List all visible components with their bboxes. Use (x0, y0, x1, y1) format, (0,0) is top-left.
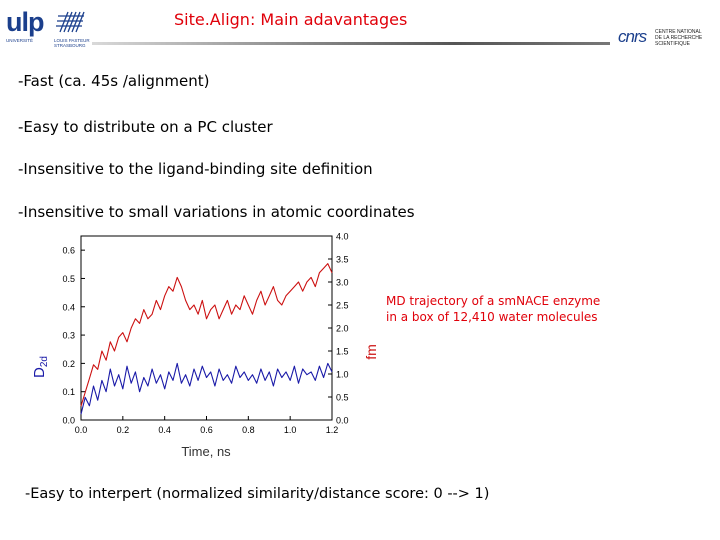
y-tick-label-right-2: 1.0 (336, 370, 349, 380)
x-axis-label: Time, ns (181, 444, 231, 459)
ulp-logo: ulp UNIVERSITÉ LOUIS PASTEUR STRASBOURG (6, 8, 90, 48)
y-tick-label-right-6: 3.0 (336, 278, 349, 288)
bullet-coordinates: -Insensitive to small variations in atom… (18, 203, 415, 221)
cnrs-line1: CENTRE NATIONAL (655, 29, 702, 35)
y-tick-label-right-0: 0.0 (336, 416, 349, 426)
header-divider (92, 42, 610, 45)
y-tick-label-left-2: 0.2 (62, 359, 75, 369)
ulp-grid-icon (56, 11, 85, 33)
chart-annotation: MD trajectory of a smNACE enzyme in a bo… (386, 293, 600, 325)
y-tick-label-right-1: 0.5 (336, 393, 349, 403)
x-tick-label-6: 1.2 (326, 425, 339, 435)
cnrs-logo-text: cnrs (618, 27, 648, 46)
md-trajectory-chart: 0.0 0.1 0.2 0.3 0.4 0.5 0.6 0.0 0.5 1.0 1.5 2.0 2.5… (31, 232, 379, 460)
cnrs-line2: DE LA RECHERCHE (655, 35, 703, 41)
y-tick-label-right-5: 2.5 (336, 301, 349, 311)
y-tick-label-right-8: 4.0 (336, 232, 349, 242)
series-line-right (80, 263, 333, 407)
y-axis-label-left-main: D (31, 367, 48, 378)
x-tick-label-2: 0.4 (158, 425, 171, 435)
y-tick-label-right-3: 1.5 (336, 347, 349, 357)
x-tick-label-5: 1.0 (284, 425, 297, 435)
y-tick-label-left-3: 0.3 (62, 331, 75, 341)
ulp-line3: STRASBOURG (54, 43, 86, 48)
y-tick-label-left-6: 0.6 (62, 246, 75, 256)
x-tick-label-1: 0.2 (117, 425, 130, 435)
y-axis-label-left: D2d (31, 356, 50, 378)
cnrs-logo-subtitle: CENTRE NATIONAL DE LA RECHERCHE SCIENTIF… (655, 29, 702, 47)
bullet-cluster: -Easy to distribute on a PC cluster (18, 118, 273, 136)
y-tick-label-left-5: 0.5 (62, 274, 75, 284)
series-line-left (80, 362, 333, 415)
ulp-logo-text: ulp (6, 7, 44, 37)
cnrs-logo: cnrs (618, 27, 649, 46)
x-tick-label-0: 0.0 (75, 425, 88, 435)
annotation-line2: in a box of 12,410 water molecules (386, 310, 598, 324)
bullet-fast: -Fast (ca. 45s /alignment) (18, 72, 210, 90)
y-tick-label-left-1: 0.1 (62, 387, 75, 397)
y-tick-label-right-7: 3.5 (336, 255, 349, 265)
ulp-line1: UNIVERSITÉ (6, 38, 34, 43)
y-tick-label-right-4: 2.0 (336, 324, 349, 334)
y-axis-label-right: fm (363, 344, 379, 360)
y-tick-label-left-4: 0.4 (62, 302, 75, 312)
plot-frame (80, 235, 333, 421)
annotation-line1: MD trajectory of a smNACE enzyme (386, 294, 601, 308)
cnrs-line3: SCIENTIFIQUE (655, 41, 691, 47)
y-tick-label-left-0: 0.0 (62, 416, 75, 426)
slide-title: Site.Align: Main adavantages (174, 10, 408, 29)
ulp-logo-subtitle: UNIVERSITÉ LOUIS PASTEUR STRASBOURG (6, 38, 90, 48)
bullet-binding-site: -Insensitive to the ligand-binding site … (18, 160, 373, 178)
ulp-line2: LOUIS PASTEUR (54, 38, 90, 43)
bullet-interpret: -Easy to interpert (normalized similarit… (25, 486, 490, 502)
x-tick-label-4: 0.8 (242, 425, 255, 435)
x-tick-label-3: 0.6 (200, 425, 213, 435)
y-axis-label-left-sub: 2d (39, 356, 50, 367)
